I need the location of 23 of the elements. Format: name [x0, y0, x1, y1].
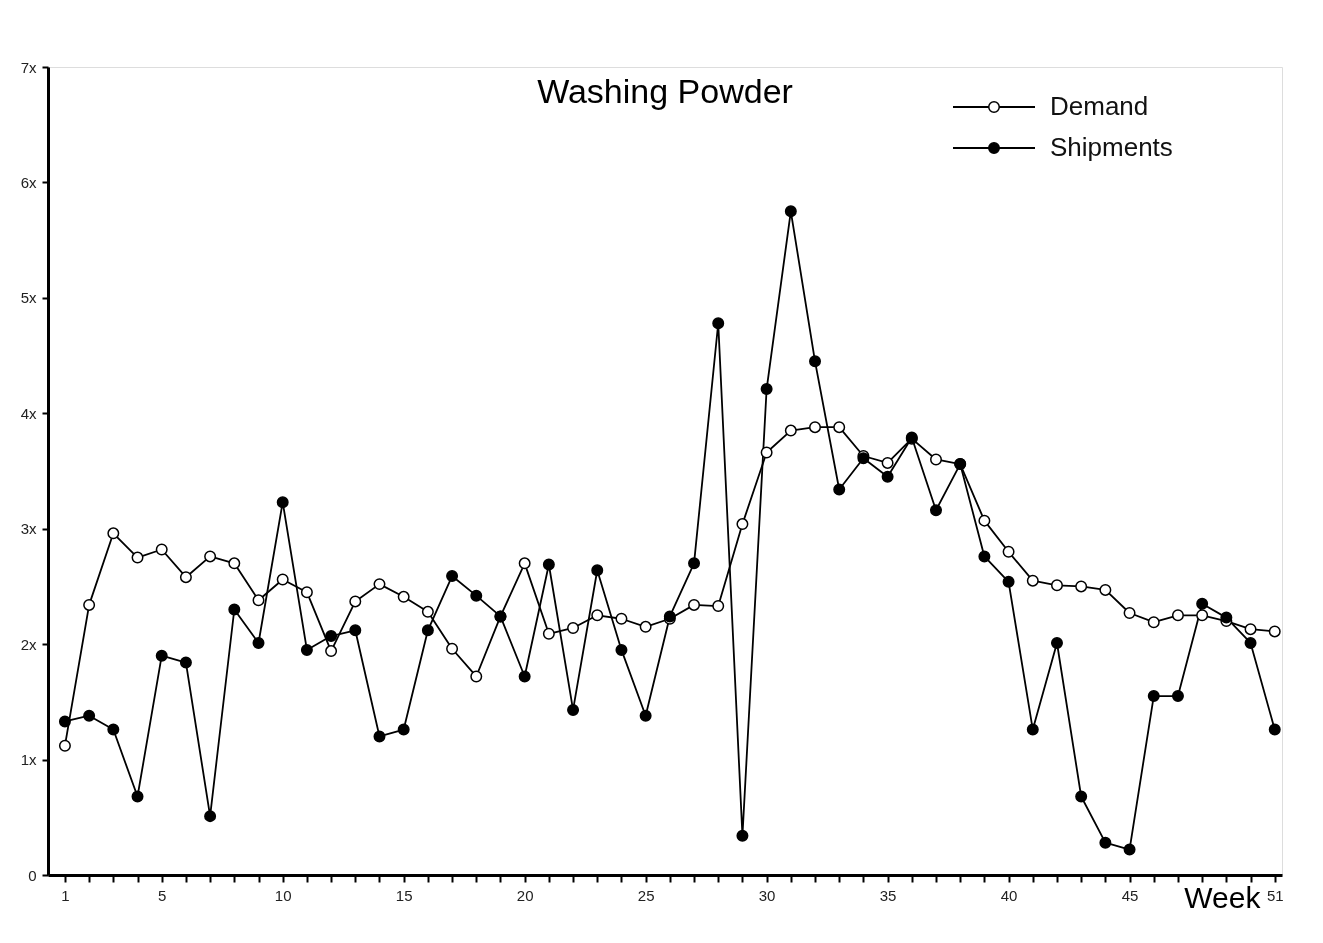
y-tick-label: 4x [20, 404, 37, 422]
y-tick-label: 3x [20, 520, 37, 538]
y-tick-label: 7x [20, 58, 37, 76]
x-tick-label: 1 [61, 886, 70, 904]
x-tick-label: 25 [637, 886, 655, 904]
y-tick-label: 2x [20, 635, 37, 653]
y-tick-label: 0 [28, 866, 37, 884]
y-tick-label: 6x [20, 173, 37, 191]
x-tick-label: 30 [758, 886, 776, 904]
legend-label: Demand [1050, 91, 1149, 121]
chart-title: Washing Powder [537, 72, 793, 110]
y-tick-label: 5x [20, 289, 37, 307]
x-tick-label: 20 [516, 886, 534, 904]
x-tick-label: 35 [879, 886, 897, 904]
y-tick-label: 1x [20, 751, 37, 769]
x-tick-label: 15 [395, 886, 413, 904]
x-tick-label: 45 [1121, 886, 1139, 904]
x-axis-title: Week [1184, 880, 1262, 914]
x-tick-label: 51 [1266, 886, 1284, 904]
x-tick-label: 40 [1000, 886, 1018, 904]
x-tick-label: 5 [158, 886, 167, 904]
legend-label: Shipments [1050, 132, 1173, 162]
x-tick-label: 10 [274, 886, 292, 904]
